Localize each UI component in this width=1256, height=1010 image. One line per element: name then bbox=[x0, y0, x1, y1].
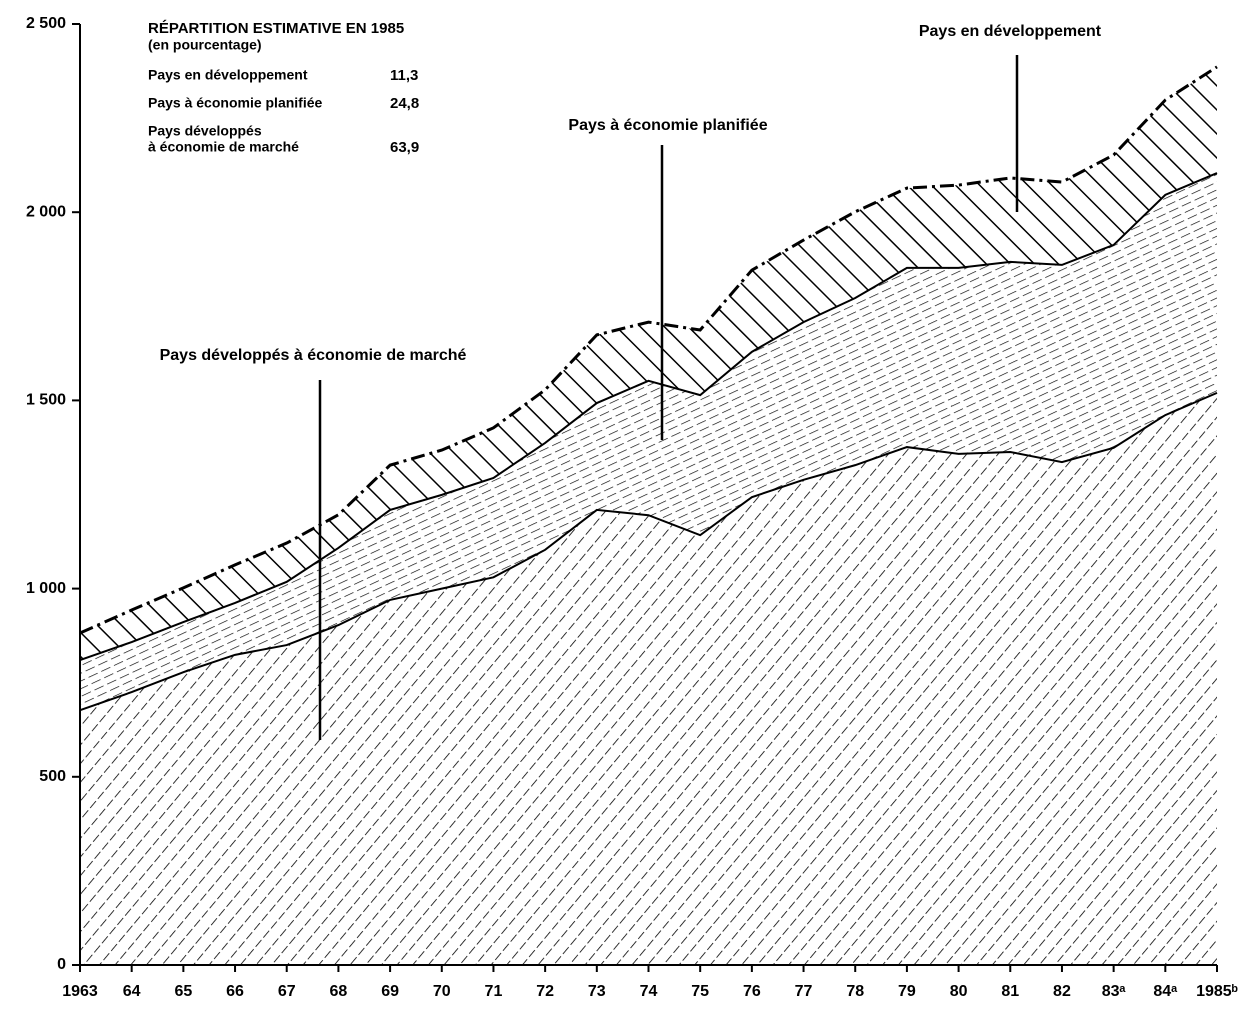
inset-label: Pays à économie planifiée bbox=[148, 95, 323, 111]
x-tick-label: 77 bbox=[795, 983, 813, 1000]
y-tick-label: 500 bbox=[39, 768, 66, 785]
inset-label: Pays en développement bbox=[148, 67, 308, 83]
x-tick-label: 71 bbox=[485, 983, 503, 1000]
y-tick-label: 1 000 bbox=[26, 580, 66, 597]
x-tick-label: 76 bbox=[743, 983, 761, 1000]
series-label: Pays en développement bbox=[919, 23, 1102, 40]
x-tick-label: 65 bbox=[174, 983, 192, 1000]
x-tick-label: 69 bbox=[381, 983, 399, 1000]
x-tick-label: 74 bbox=[640, 983, 658, 1000]
x-tick-label: 66 bbox=[226, 983, 244, 1000]
inset-value: 11,3 bbox=[390, 67, 418, 84]
y-tick-label: 2 500 bbox=[26, 15, 66, 32]
area bbox=[80, 66, 1217, 661]
y-tick-label: 0 bbox=[57, 956, 66, 973]
inset-title: RÉPARTITION ESTIMATIVE EN 1985 bbox=[148, 20, 404, 37]
annotations: Pays développés à économie de marché Pays… bbox=[160, 23, 1102, 740]
area bbox=[80, 392, 1217, 965]
x-tick-label: 67 bbox=[278, 983, 296, 1000]
x-tick-label: 70 bbox=[433, 983, 451, 1000]
x-tick-label: 73 bbox=[588, 983, 606, 1000]
x-tick-label: 84ᵃ bbox=[1153, 983, 1177, 1000]
area bbox=[80, 173, 1217, 711]
x-tick-label: 72 bbox=[536, 983, 554, 1000]
inset-label: à économie de marché bbox=[148, 139, 299, 155]
x-tick-label: 64 bbox=[123, 983, 141, 1000]
x-tick-label: 1963 bbox=[62, 983, 98, 1000]
x-tick-label: 79 bbox=[898, 983, 916, 1000]
x-tick-label: 78 bbox=[846, 983, 864, 1000]
x-tick-label: 68 bbox=[330, 983, 348, 1000]
x-tick-label: 75 bbox=[691, 983, 709, 1000]
x-tick-label: 83ᵃ bbox=[1102, 983, 1126, 1000]
inset: RÉPARTITION ESTIMATIVE EN 1985(en pource… bbox=[148, 20, 419, 156]
inset-label: Pays développés bbox=[148, 123, 262, 139]
inset-value: 63,9 bbox=[390, 139, 419, 156]
series-label: Pays à économie planifiée bbox=[568, 117, 767, 134]
y-tick-label: 2 000 bbox=[26, 203, 66, 220]
x-tick-label: 82 bbox=[1053, 983, 1071, 1000]
inset-value: 24,8 bbox=[390, 95, 419, 112]
x-tick-label: 81 bbox=[1001, 983, 1019, 1000]
y-tick-label: 1 500 bbox=[26, 392, 66, 409]
inset-subtitle: (en pourcentage) bbox=[148, 37, 262, 53]
series-label: Pays développés à économie de marché bbox=[160, 347, 467, 364]
x-tick-label: 1985ᵇ bbox=[1196, 983, 1238, 1000]
x-tick-label: 80 bbox=[950, 983, 968, 1000]
area-edge bbox=[79, 65, 1218, 635]
